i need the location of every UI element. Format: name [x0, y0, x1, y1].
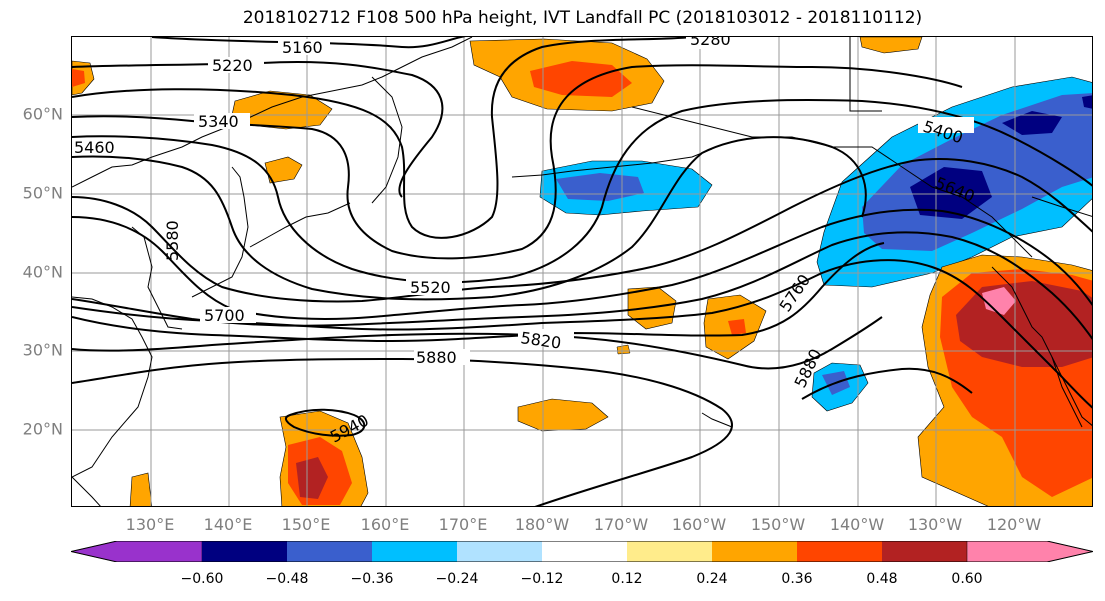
lon-label-150e: 150°E	[281, 515, 331, 534]
map-title: 2018102712 F108 500 hPa height, IVT Land…	[242, 8, 923, 28]
lon-label-150w: 150°W	[750, 515, 806, 534]
lat-label-40: 40°N	[22, 262, 63, 282]
colorbar-seg-3	[372, 541, 457, 562]
colorbar-tick-7: 0.24	[696, 571, 728, 587]
coast-alaska	[631, 106, 1033, 258]
colorbar-seg-2	[287, 541, 372, 562]
colorbar-tick-10: 0.60	[951, 571, 983, 587]
coast-aleutians	[511, 148, 713, 178]
shade-pos-sw-corner	[129, 472, 153, 506]
coast-japan	[191, 166, 249, 298]
contour-5520	[72, 158, 1092, 303]
coast-na-west	[991, 266, 1092, 426]
contour-5460	[72, 136, 867, 301]
colorbar-tick-5: −0.12	[520, 571, 564, 587]
lon-label-160w: 160°W	[671, 515, 727, 534]
colorbar-seg-7	[712, 541, 797, 562]
colorbar-tick-3: −0.36	[350, 571, 394, 587]
shade-pos-bering-core	[530, 61, 632, 97]
colorbar-seg-0	[71, 541, 203, 562]
colorbar-seg-9	[882, 541, 967, 562]
shade-pos-arctic	[859, 37, 923, 54]
border-canada	[1031, 196, 1092, 217]
shade-neg-gulf-alaska-core3	[1082, 95, 1092, 109]
colorbar-seg-8	[797, 541, 882, 562]
contour-5940	[284, 408, 366, 437]
coast-china	[72, 296, 153, 478]
contour-label-5280: 5280	[690, 37, 731, 49]
coast-kamchatka	[371, 76, 403, 204]
lon-label-180w: 180°W	[514, 515, 570, 534]
shade-neg-gulf-alaska-core2	[1002, 111, 1062, 135]
contour-label-5340: 5340	[198, 112, 239, 131]
lat-label-20: 20°N	[22, 419, 63, 439]
shade-pos-speck1	[616, 344, 631, 355]
ivt-shading	[72, 37, 1092, 506]
contour-5340	[72, 64, 963, 260]
contour-5580	[72, 208, 1092, 320]
contour-label-5700: 5700	[204, 306, 245, 325]
lon-label-130e: 130°E	[125, 515, 175, 534]
coast-hawaii	[701, 412, 733, 428]
graticule	[72, 37, 1092, 506]
contour-label-5460: 5460	[74, 138, 115, 157]
colorbar	[71, 541, 1093, 562]
colorbar-tick-4: −0.24	[435, 571, 479, 587]
lon-label-160e: 160°E	[360, 515, 410, 534]
contour-5400	[72, 99, 1092, 284]
colorbar-seg-1	[202, 541, 287, 562]
lon-label-120w: 120°W	[986, 515, 1042, 534]
contour-5220	[72, 60, 444, 198]
lat-label-60: 60°N	[22, 104, 63, 124]
lon-label-170e: 170°E	[438, 515, 488, 534]
colorbar-seg-6	[627, 541, 712, 562]
lon-label-130w: 130°W	[907, 515, 963, 534]
shade-pos-nw-edge-core	[72, 69, 85, 87]
lat-label-30: 30°N	[22, 340, 63, 360]
colorbar-tick-6: 0.12	[611, 571, 643, 587]
coast-asia	[72, 37, 473, 188]
colorbar-tick-2: −0.48	[265, 571, 309, 587]
colorbar-tick-1: −0.60	[180, 571, 224, 587]
contour-label-5520: 5520	[410, 278, 451, 297]
contour-label-5160: 5160	[282, 38, 323, 57]
colorbar-tick-8: 0.36	[781, 571, 813, 587]
shade-pos-midpac2-core	[728, 319, 746, 335]
map-panel: 5160 5220 5280 5340 5400 5460 5580 5520 …	[71, 36, 1093, 507]
lon-label-140e: 140°E	[203, 515, 253, 534]
shade-pos-california-max	[982, 287, 1016, 315]
shade-pos-midpac3	[517, 398, 609, 432]
lat-label-50: 50°N	[22, 183, 63, 203]
contour-label-5580: 5580	[163, 220, 182, 261]
shade-pos-sw-pacific-strong	[296, 457, 328, 499]
coast-kurils	[249, 202, 351, 248]
map-canvas: 5160 5220 5280 5340 5400 5460 5580 5520 …	[72, 37, 1092, 506]
contour-5280	[72, 37, 693, 239]
contour-label-5880: 5880	[416, 348, 457, 367]
lon-label-140w: 140°W	[829, 515, 885, 534]
shade-pos-japan-sea	[264, 156, 303, 184]
border-na	[849, 37, 882, 112]
colorbar-seg-5	[542, 541, 627, 562]
contour-label-5760: 5760	[776, 271, 815, 315]
colorbar-seg-4	[457, 541, 542, 562]
contour-5700	[72, 259, 1092, 409]
contour-5640	[72, 231, 1092, 340]
contour-5160	[151, 37, 466, 49]
contour-5880	[72, 357, 733, 506]
colorbar-tick-9: 0.48	[866, 571, 898, 587]
lon-label-170w: 170°W	[593, 515, 649, 534]
coast-philippines	[72, 476, 101, 506]
contour-label-5220: 5220	[212, 56, 253, 75]
contour-5880b	[801, 367, 973, 400]
colorbar-seg-10	[966, 541, 1093, 562]
